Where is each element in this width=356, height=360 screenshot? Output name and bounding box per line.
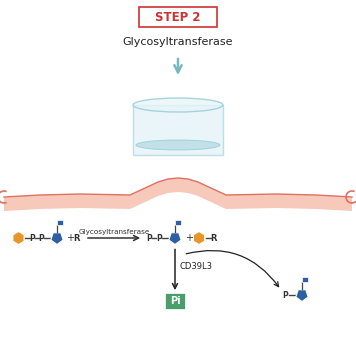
Text: STEP 2: STEP 2 [155, 10, 201, 23]
Text: P: P [29, 234, 35, 243]
Bar [57, 220, 63, 225]
Text: Glycosyltransferase: Glycosyltransferase [123, 37, 233, 47]
FancyBboxPatch shape [165, 293, 185, 309]
Text: R: R [74, 234, 80, 243]
Text: +: + [185, 233, 193, 243]
Ellipse shape [136, 140, 220, 150]
Text: P: P [282, 291, 288, 300]
Polygon shape [4, 178, 352, 211]
Bar [302, 276, 308, 282]
Text: +: + [66, 233, 74, 243]
Text: P: P [38, 234, 44, 243]
Text: Pi: Pi [170, 296, 180, 306]
Polygon shape [13, 231, 24, 244]
Polygon shape [51, 233, 63, 244]
Polygon shape [169, 233, 181, 244]
Bar [175, 220, 181, 225]
Text: Glycosyltransferase: Glycosyltransferase [78, 229, 150, 235]
Ellipse shape [133, 98, 223, 112]
Text: CD39L3: CD39L3 [180, 262, 213, 271]
FancyBboxPatch shape [139, 7, 217, 27]
Polygon shape [296, 290, 308, 302]
Bar [133, 105, 223, 155]
Text: R: R [210, 234, 217, 243]
Text: P: P [156, 234, 162, 243]
Text: P: P [146, 234, 152, 243]
Polygon shape [193, 231, 205, 244]
